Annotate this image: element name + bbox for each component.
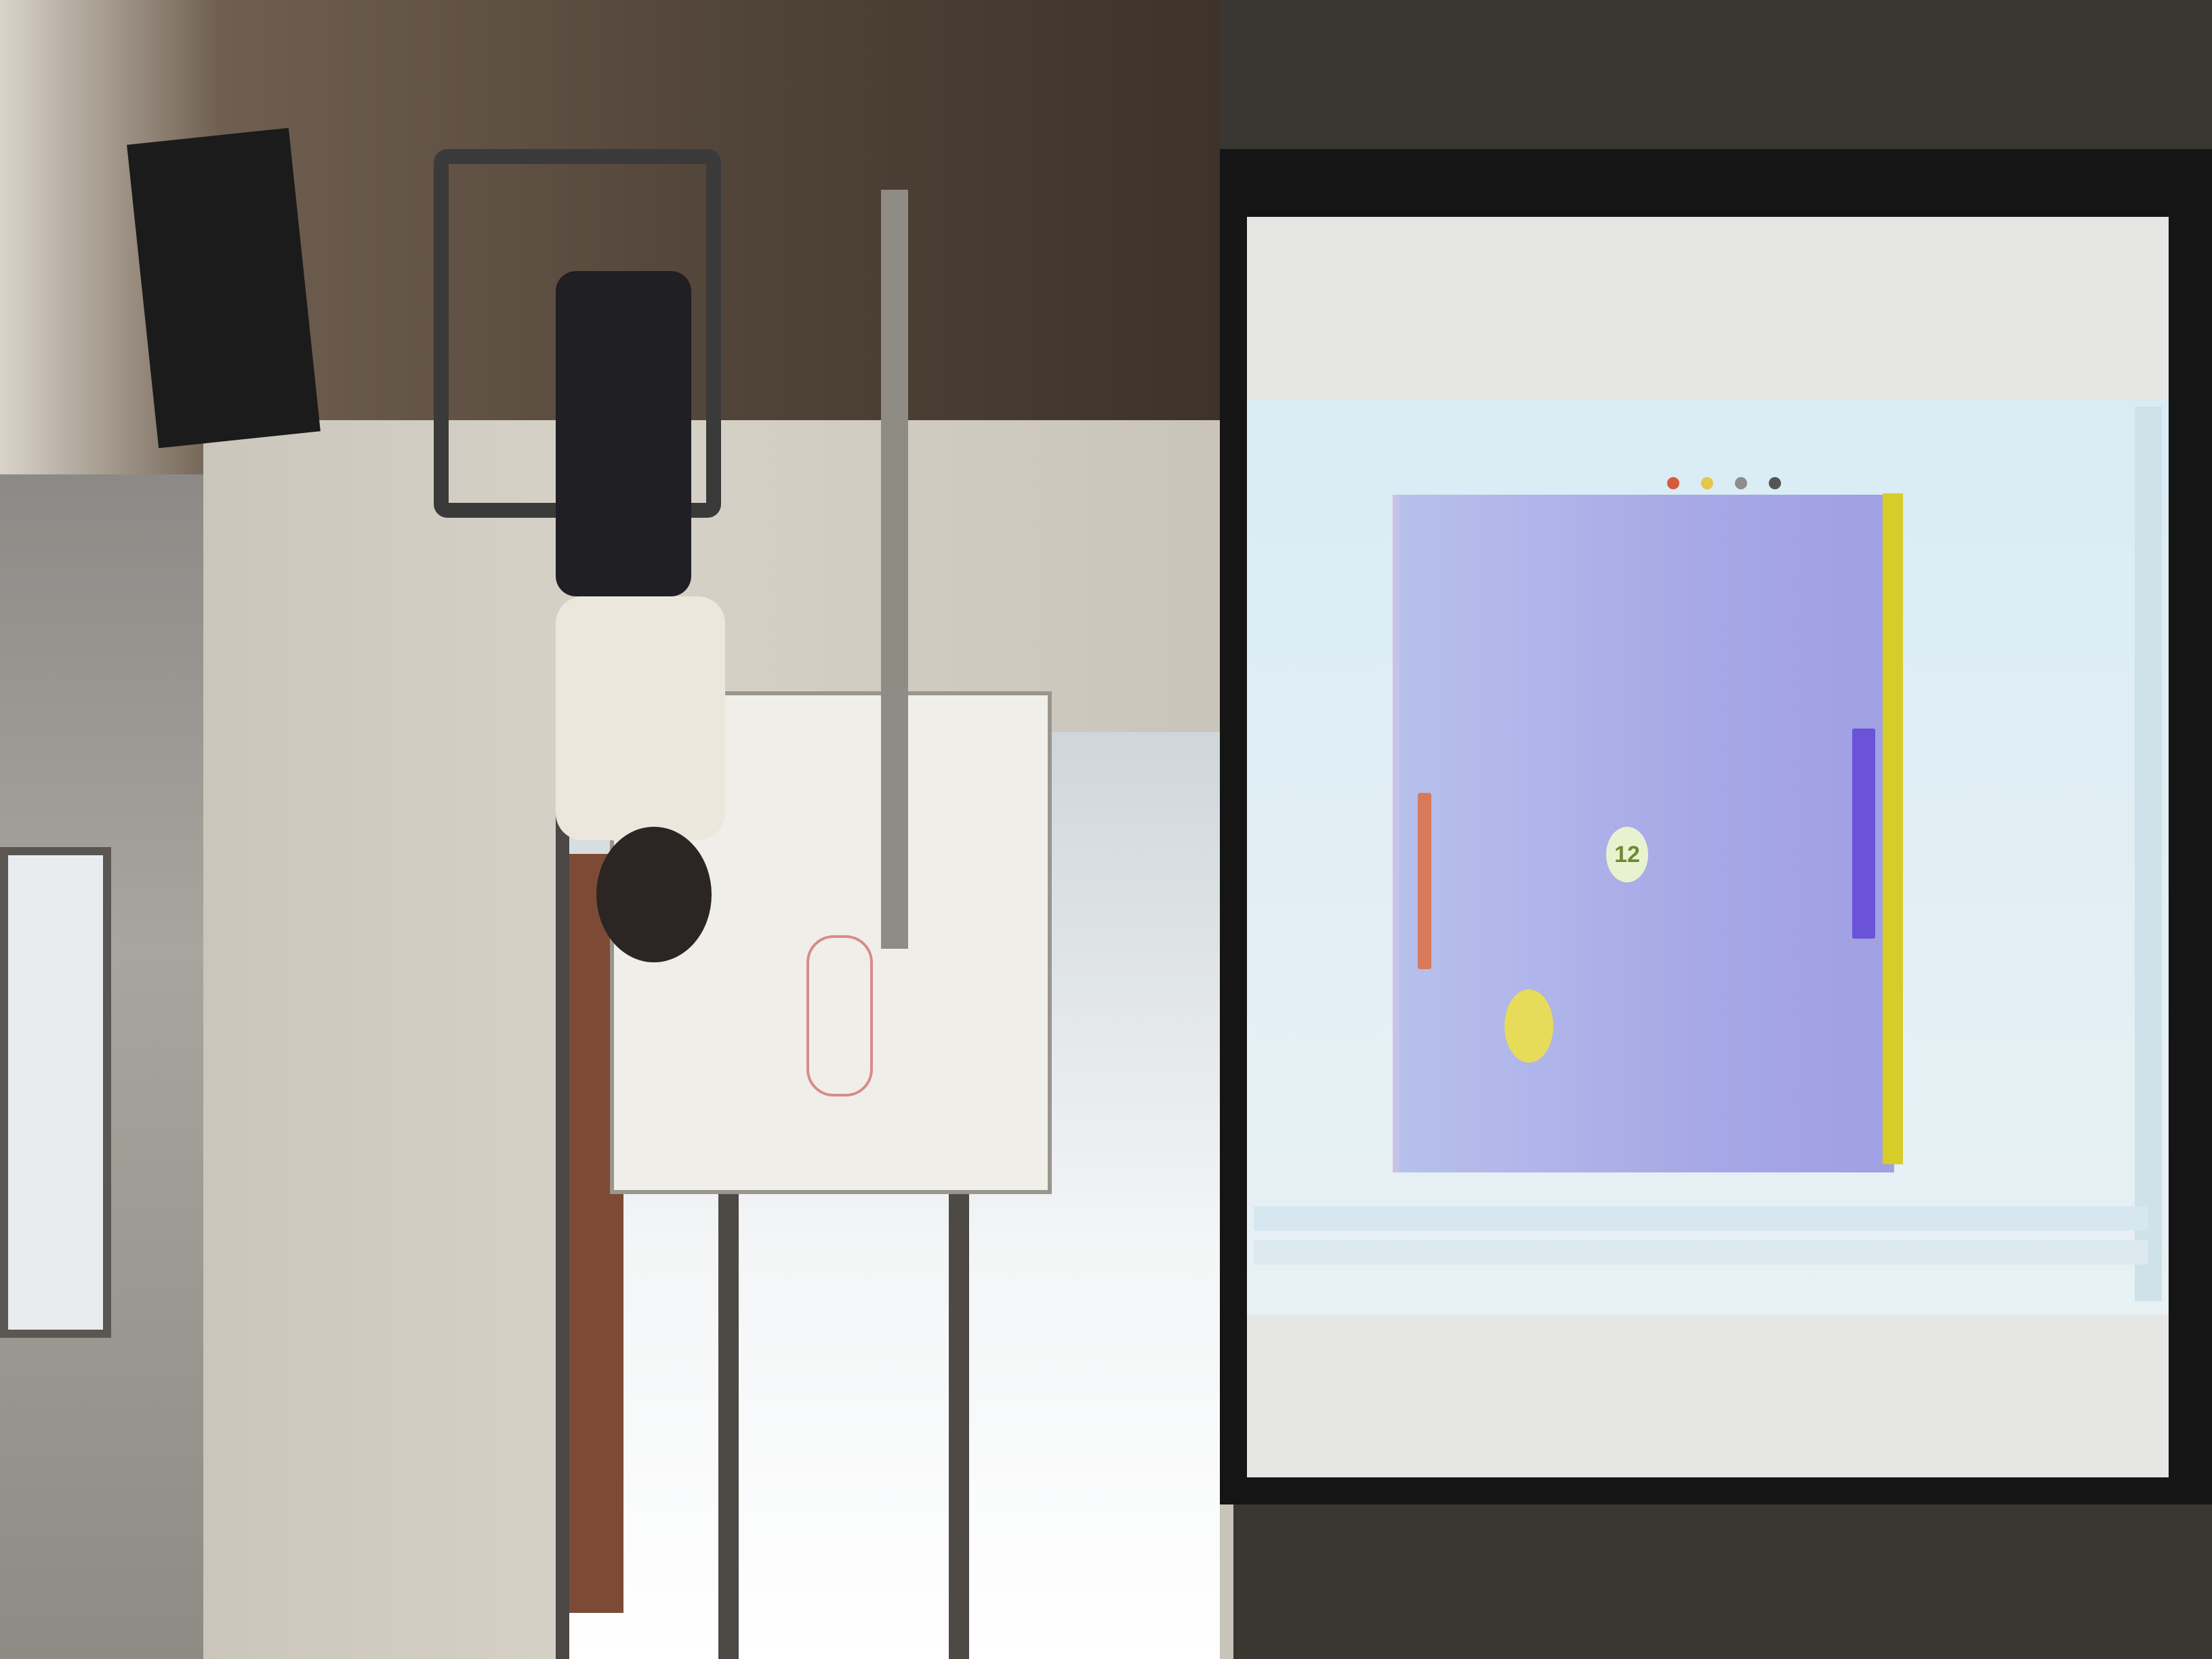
score-text: 12 xyxy=(1614,841,1640,867)
right-paddle xyxy=(1852,729,1875,939)
pipe xyxy=(881,190,908,949)
game-stage xyxy=(1393,495,1894,1172)
person-legs xyxy=(556,271,691,596)
dot-icon xyxy=(1735,477,1747,489)
window-mullion xyxy=(718,1152,739,1659)
dot-icon xyxy=(1701,477,1713,489)
browser-bookmarks-bar xyxy=(1254,1240,2148,1265)
person-head xyxy=(596,827,712,962)
left-paddle xyxy=(1418,793,1431,969)
window-mullion xyxy=(949,1152,969,1659)
dot-icon xyxy=(1667,477,1679,489)
monitor xyxy=(127,127,321,449)
far-window xyxy=(0,847,111,1338)
browser-address-bar xyxy=(1254,1206,2148,1231)
game-toolbar xyxy=(1667,474,1857,493)
game-ball xyxy=(1504,989,1553,1063)
person-body xyxy=(556,596,725,840)
game-wall xyxy=(1883,493,1903,1164)
dot-icon xyxy=(1769,477,1781,489)
whiteboard-drawing xyxy=(806,935,873,1097)
score-display: 12 xyxy=(1606,827,1648,882)
browser-tab-strip xyxy=(2135,407,2162,1301)
